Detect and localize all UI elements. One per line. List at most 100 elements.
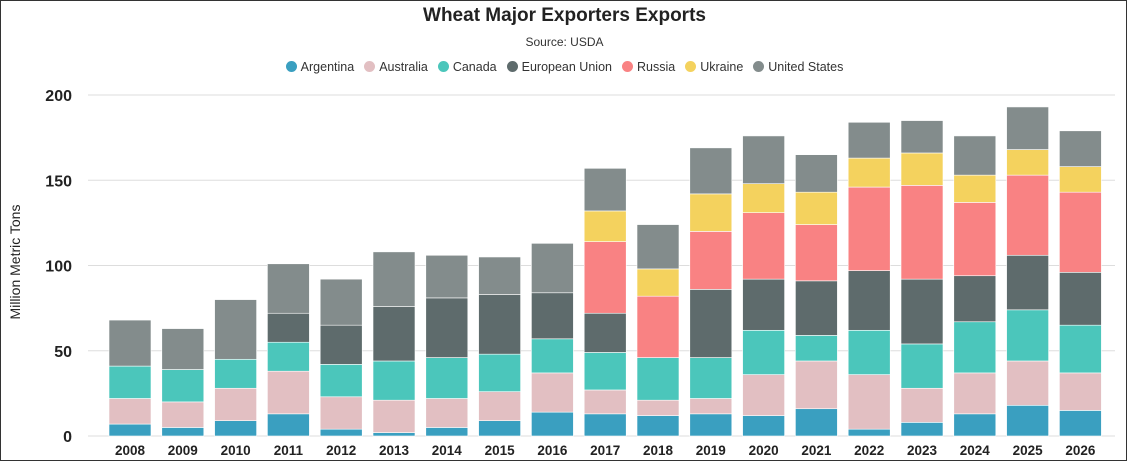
bar-segment[interactable] [1059, 410, 1102, 437]
bar-segment[interactable] [847, 186, 891, 271]
bar-segment[interactable] [267, 263, 310, 314]
legend-item[interactable]: Canada [437, 60, 497, 74]
bar-segment[interactable] [425, 357, 469, 399]
bar-segment[interactable] [1059, 166, 1102, 193]
bar-segment[interactable] [847, 428, 891, 437]
bar-segment[interactable] [319, 428, 363, 437]
bar-segment[interactable] [108, 423, 152, 437]
bar-segment[interactable] [795, 224, 838, 282]
bar-segment[interactable] [1059, 130, 1102, 167]
bar-segment[interactable] [953, 321, 997, 374]
bar-segment[interactable] [583, 168, 627, 212]
bar-segment[interactable] [372, 306, 416, 362]
bar-segment[interactable] [531, 372, 574, 413]
bar-segment[interactable] [689, 147, 733, 195]
bar-segment[interactable] [742, 183, 785, 213]
bar-segment[interactable] [900, 387, 944, 423]
bar-segment[interactable] [847, 329, 891, 375]
bar-segment[interactable] [267, 341, 310, 372]
bar-segment[interactable] [161, 328, 205, 370]
bar-segment[interactable] [372, 251, 416, 307]
bar-segment[interactable] [795, 154, 838, 193]
bar-segment[interactable] [689, 231, 733, 290]
bar-segment[interactable] [847, 374, 891, 430]
bar-segment[interactable] [372, 399, 416, 433]
bar-segment[interactable] [1006, 405, 1049, 437]
bar-segment[interactable] [1059, 324, 1102, 374]
bar-segment[interactable] [689, 289, 733, 358]
bar-segment[interactable] [267, 370, 310, 415]
bar-segment[interactable] [742, 415, 785, 437]
bar-segment[interactable] [583, 413, 627, 437]
bar-segment[interactable] [214, 358, 257, 389]
bar-segment[interactable] [900, 152, 944, 186]
bar-segment[interactable] [161, 401, 205, 428]
bar-segment[interactable] [478, 353, 521, 392]
bar-segment[interactable] [847, 270, 891, 331]
bar-segment[interactable] [1059, 272, 1102, 326]
bar-segment[interactable] [953, 275, 997, 323]
bar-segment[interactable] [108, 365, 152, 399]
bar-segment[interactable] [1059, 191, 1102, 273]
bar-segment[interactable] [161, 427, 205, 437]
bar-segment[interactable] [425, 427, 469, 437]
bar-segment[interactable] [795, 191, 838, 225]
bar-segment[interactable] [583, 389, 627, 415]
bar-segment[interactable] [953, 202, 997, 277]
bar-segment[interactable] [1006, 174, 1049, 256]
bar-segment[interactable] [1059, 372, 1102, 411]
bar-segment[interactable] [795, 335, 838, 362]
bar-segment[interactable] [531, 243, 574, 294]
bar-segment[interactable] [953, 174, 997, 203]
bar-segment[interactable] [319, 396, 363, 430]
bar-segment[interactable] [214, 299, 257, 360]
bar-segment[interactable] [108, 319, 152, 367]
bar-segment[interactable] [319, 364, 363, 398]
bar-segment[interactable] [953, 135, 997, 176]
bar-segment[interactable] [742, 278, 785, 331]
bar-segment[interactable] [953, 413, 997, 437]
bar-segment[interactable] [425, 398, 469, 428]
bar-segment[interactable] [425, 254, 469, 299]
bar-segment[interactable] [636, 295, 680, 358]
bar-segment[interactable] [742, 374, 785, 416]
legend-item[interactable]: Argentina [285, 60, 354, 74]
bar-segment[interactable] [478, 294, 521, 355]
bar-segment[interactable] [478, 420, 521, 437]
bar-segment[interactable] [1006, 360, 1049, 406]
bar-segment[interactable] [583, 241, 627, 314]
bar-segment[interactable] [531, 292, 574, 340]
bar-segment[interactable] [1006, 309, 1049, 362]
bar-segment[interactable] [636, 357, 680, 401]
bar-segment[interactable] [953, 372, 997, 415]
bar-segment[interactable] [900, 422, 944, 437]
bar-segment[interactable] [108, 398, 152, 425]
bar-segment[interactable] [531, 411, 574, 437]
bar-segment[interactable] [583, 210, 627, 242]
bar-segment[interactable] [531, 338, 574, 374]
bar-segment[interactable] [795, 408, 838, 437]
bar-segment[interactable] [319, 278, 363, 326]
bar-segment[interactable] [689, 193, 733, 232]
bar-segment[interactable] [636, 415, 680, 437]
legend-item[interactable]: United States [753, 60, 843, 74]
bar-segment[interactable] [847, 121, 891, 159]
bar-segment[interactable] [161, 369, 205, 403]
bar-segment[interactable] [478, 256, 521, 295]
bar-segment[interactable] [214, 387, 257, 421]
bar-segment[interactable] [372, 360, 416, 401]
bar-segment[interactable] [478, 391, 521, 421]
bar-segment[interactable] [689, 357, 733, 399]
bar-segment[interactable] [900, 343, 944, 389]
legend-item[interactable]: Russia [621, 60, 675, 74]
bar-segment[interactable] [372, 432, 416, 437]
bar-segment[interactable] [742, 135, 785, 184]
legend-item[interactable]: Australia [364, 60, 428, 74]
legend-item[interactable]: European Union [506, 60, 612, 74]
bar-segment[interactable] [425, 297, 469, 358]
bar-segment[interactable] [689, 398, 733, 415]
bar-segment[interactable] [795, 280, 838, 336]
bar-segment[interactable] [636, 268, 680, 297]
bar-segment[interactable] [1006, 254, 1049, 311]
bar-segment[interactable] [636, 224, 680, 270]
